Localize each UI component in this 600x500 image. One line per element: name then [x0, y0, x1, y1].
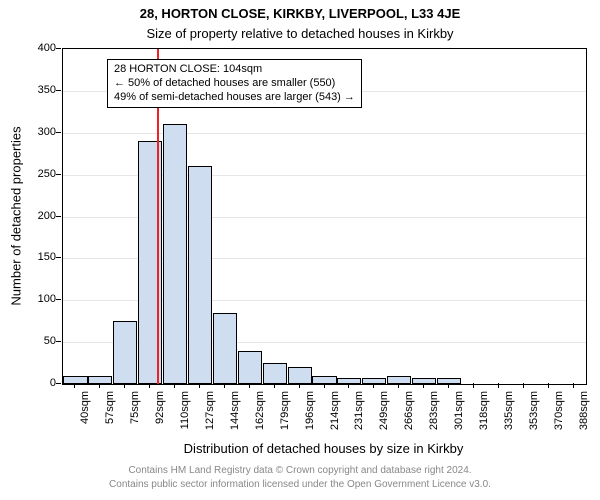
x-tick-mark — [324, 383, 325, 388]
x-tick-mark — [149, 383, 150, 388]
x-tick-label: 144sqm — [229, 391, 241, 430]
y-tick-label: 100 — [26, 293, 56, 305]
y-tick-label: 50 — [26, 335, 56, 347]
histogram-bar — [88, 376, 112, 384]
x-tick-label: 179sqm — [279, 391, 291, 430]
y-axis-label: Number of detached properties — [9, 126, 24, 305]
x-tick-label: 110sqm — [179, 391, 191, 429]
x-tick-mark — [448, 383, 449, 388]
histogram-bar — [188, 166, 212, 384]
x-tick-label: 335sqm — [503, 391, 515, 430]
x-tick-mark — [523, 383, 524, 388]
y-tick-label: 400 — [26, 42, 56, 54]
histogram-bar — [213, 313, 237, 384]
x-tick-label: 162sqm — [254, 391, 266, 430]
x-tick-label: 370sqm — [553, 391, 565, 430]
chart-title-main: 28, HORTON CLOSE, KIRKBY, LIVERPOOL, L33… — [0, 6, 600, 21]
x-tick-mark — [423, 383, 424, 388]
x-tick-label: 318sqm — [478, 391, 490, 430]
x-tick-label: 214sqm — [329, 391, 341, 430]
x-tick-label: 249sqm — [378, 391, 390, 430]
annotation-line: 28 HORTON CLOSE: 104sqm — [114, 63, 355, 77]
footer-copyright: Contains HM Land Registry data © Crown c… — [0, 465, 600, 476]
x-tick-mark — [548, 383, 549, 388]
x-tick-mark — [398, 383, 399, 388]
x-tick-mark — [299, 383, 300, 388]
x-tick-label: 57sqm — [104, 391, 116, 424]
x-tick-label: 283sqm — [428, 391, 440, 430]
x-tick-label: 75sqm — [129, 391, 141, 424]
x-tick-mark — [573, 383, 574, 388]
x-tick-mark — [498, 383, 499, 388]
histogram-bar — [163, 124, 187, 384]
histogram-bar — [288, 367, 312, 384]
gridline — [63, 133, 586, 134]
x-tick-mark — [274, 383, 275, 388]
x-tick-label: 231sqm — [353, 391, 365, 430]
x-tick-label: 266sqm — [403, 391, 415, 430]
x-tick-mark — [74, 383, 75, 388]
histogram-bar — [387, 376, 411, 384]
y-tick-label: 300 — [26, 126, 56, 138]
y-tick-label: 0 — [26, 377, 56, 389]
chart-title-sub: Size of property relative to detached ho… — [0, 26, 600, 41]
x-tick-mark — [373, 383, 374, 388]
histogram-bar — [362, 378, 386, 384]
annotation-line: ← 50% of detached houses are smaller (55… — [114, 77, 355, 91]
x-tick-label: 127sqm — [204, 391, 216, 430]
x-tick-mark — [99, 383, 100, 388]
x-tick-mark — [473, 383, 474, 388]
marker-annotation: 28 HORTON CLOSE: 104sqm← 50% of detached… — [107, 59, 362, 108]
x-tick-label: 92sqm — [154, 391, 166, 424]
y-tick-label: 250 — [26, 168, 56, 180]
plot-area: 28 HORTON CLOSE: 104sqm← 50% of detached… — [62, 48, 587, 385]
x-tick-label: 40sqm — [79, 391, 91, 424]
histogram-bar — [337, 378, 361, 384]
histogram-bar — [238, 351, 262, 385]
y-tick-label: 150 — [26, 251, 56, 263]
histogram-bar — [263, 363, 287, 384]
annotation-line: 49% of semi-detached houses are larger (… — [114, 91, 355, 105]
x-axis-label: Distribution of detached houses by size … — [62, 441, 585, 456]
chart-container: 28, HORTON CLOSE, KIRKBY, LIVERPOOL, L33… — [0, 0, 600, 500]
x-tick-mark — [348, 383, 349, 388]
x-tick-mark — [124, 383, 125, 388]
x-tick-label: 388sqm — [578, 391, 590, 430]
x-tick-mark — [199, 383, 200, 388]
histogram-bar — [437, 378, 461, 384]
x-tick-label: 196sqm — [304, 391, 316, 430]
x-tick-mark — [249, 383, 250, 388]
footer-licence: Contains public sector information licen… — [0, 479, 600, 490]
histogram-bar — [63, 376, 87, 384]
y-tick-label: 350 — [26, 84, 56, 96]
y-tick-label: 200 — [26, 210, 56, 222]
x-tick-label: 301sqm — [453, 391, 465, 430]
histogram-bar — [412, 378, 436, 384]
histogram-bar — [113, 321, 137, 384]
x-tick-mark — [174, 383, 175, 388]
x-tick-mark — [224, 383, 225, 388]
x-tick-label: 353sqm — [528, 391, 540, 430]
